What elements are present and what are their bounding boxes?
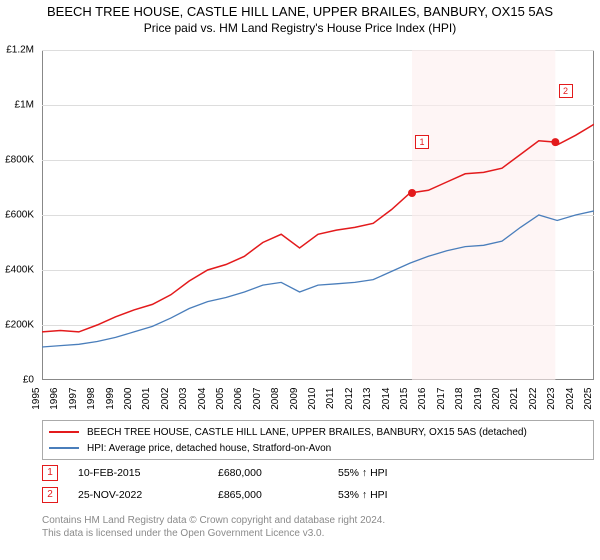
x-axis-label: 2000	[123, 388, 134, 410]
x-axis-label: 1997	[68, 388, 79, 410]
table-row: 1 10-FEB-2015 £680,000 55% ↑ HPI	[42, 462, 594, 484]
y-axis-label: £600K	[5, 210, 34, 221]
x-axis-label: 2008	[270, 388, 281, 410]
title-line2: Price paid vs. HM Land Registry's House …	[0, 21, 600, 35]
sale-table: 1 10-FEB-2015 £680,000 55% ↑ HPI 2 25-NO…	[42, 462, 594, 506]
x-axis-label: 2007	[252, 388, 263, 410]
x-axis-label: 2004	[197, 388, 208, 410]
x-axis-label: 2014	[381, 388, 392, 410]
x-axis-label: 2023	[546, 388, 557, 410]
marker-box-2: 2	[559, 84, 573, 98]
legend-swatch-series1	[49, 431, 79, 433]
marker-box-1: 1	[415, 135, 429, 149]
x-axis-label: 2019	[473, 388, 484, 410]
x-axis-label: 2022	[528, 388, 539, 410]
x-axis-label: 2010	[307, 388, 318, 410]
x-axis-label: 2012	[344, 388, 355, 410]
x-axis-label: 2009	[289, 388, 300, 410]
y-axis-label: £1.2M	[6, 45, 34, 56]
chart-title-block: BEECH TREE HOUSE, CASTLE HILL LANE, UPPE…	[0, 0, 600, 35]
sale-delta-1: 55% ↑ HPI	[338, 467, 458, 479]
x-axis-label: 2002	[160, 388, 171, 410]
x-axis-label: 2005	[215, 388, 226, 410]
x-axis-label: 2018	[454, 388, 465, 410]
legend: BEECH TREE HOUSE, CASTLE HILL LANE, UPPE…	[42, 420, 594, 460]
x-axis-label: 2015	[399, 388, 410, 410]
x-axis-label: 2013	[362, 388, 373, 410]
legend-label-series2: HPI: Average price, detached house, Stra…	[87, 443, 331, 454]
x-axis-label: 2025	[583, 388, 594, 410]
x-axis-label: 2024	[565, 388, 576, 410]
legend-row-series1: BEECH TREE HOUSE, CASTLE HILL LANE, UPPE…	[49, 424, 587, 440]
sale-date-2: 25-NOV-2022	[78, 489, 218, 501]
x-axis-label: 1998	[86, 388, 97, 410]
chart-area: £0£200K£400K£600K£800K£1M£1.2M1995199619…	[42, 50, 594, 380]
legend-row-series2: HPI: Average price, detached house, Stra…	[49, 440, 587, 456]
x-axis-label: 2011	[325, 388, 336, 410]
sale-date-1: 10-FEB-2015	[78, 467, 218, 479]
x-axis-label: 2017	[436, 388, 447, 410]
x-axis-label: 2016	[417, 388, 428, 410]
x-axis-label: 2021	[509, 388, 520, 410]
sale-price-2: £865,000	[218, 489, 338, 501]
footer: Contains HM Land Registry data © Crown c…	[42, 514, 385, 540]
sale-delta-2: 53% ↑ HPI	[338, 489, 458, 501]
plot-frame	[42, 50, 594, 380]
legend-label-series1: BEECH TREE HOUSE, CASTLE HILL LANE, UPPE…	[87, 427, 527, 438]
legend-swatch-series2	[49, 447, 79, 449]
footer-line1: Contains HM Land Registry data © Crown c…	[42, 514, 385, 527]
x-axis-label: 2003	[178, 388, 189, 410]
y-axis-label: £400K	[5, 265, 34, 276]
x-axis-label: 1999	[105, 388, 116, 410]
y-axis-label: £800K	[5, 155, 34, 166]
sale-price-1: £680,000	[218, 467, 338, 479]
table-row: 2 25-NOV-2022 £865,000 53% ↑ HPI	[42, 484, 594, 506]
x-axis-label: 2001	[141, 388, 152, 410]
footer-line2: This data is licensed under the Open Gov…	[42, 527, 385, 540]
x-axis-label: 2006	[233, 388, 244, 410]
sale-marker-2: 2	[42, 487, 58, 503]
y-axis-label: £200K	[5, 320, 34, 331]
title-line1: BEECH TREE HOUSE, CASTLE HILL LANE, UPPE…	[0, 4, 600, 19]
sale-marker-1: 1	[42, 465, 58, 481]
y-axis-label: £0	[23, 375, 34, 386]
x-axis-label: 1996	[49, 388, 60, 410]
x-axis-label: 1995	[31, 388, 42, 410]
y-axis-label: £1M	[15, 100, 34, 111]
x-axis-label: 2020	[491, 388, 502, 410]
